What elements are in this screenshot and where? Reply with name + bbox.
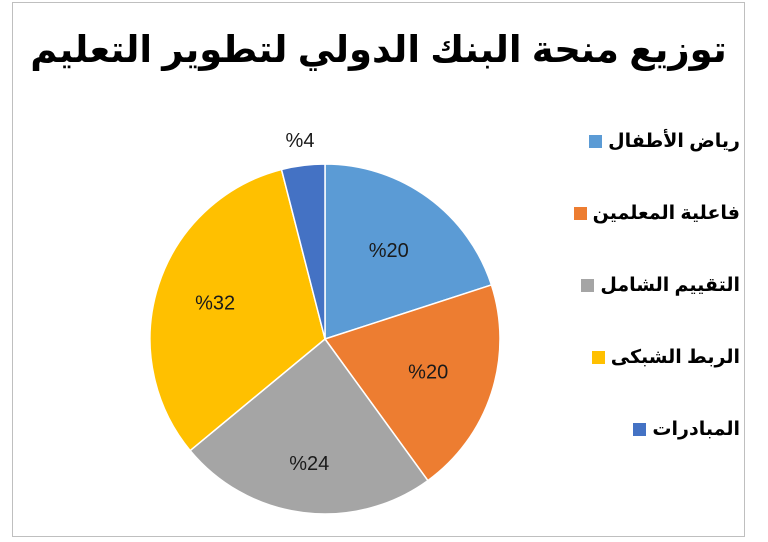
legend-label: رياض الأطفال	[608, 131, 740, 152]
legend-label: المبادرات	[652, 419, 740, 440]
legend-swatch	[573, 207, 587, 220]
pie-slice-4	[149, 168, 326, 452]
legend-label: الربط الشبكى	[610, 347, 740, 368]
legend-label: التقييم الشامل	[600, 275, 740, 296]
pie-slice-2	[323, 283, 501, 482]
legend-item-1: رياض الأطفال	[589, 130, 740, 153]
legend-item-2: فاعلية المعلمين	[573, 202, 740, 225]
legend-label: فاعلية المعلمين	[592, 203, 740, 224]
slice-data-label-2: %20	[408, 362, 448, 384]
legend-swatch	[581, 279, 595, 292]
legend-item-3: التقييم الشامل	[581, 274, 740, 297]
pie-slice-3	[189, 337, 429, 515]
pie-slice-5	[280, 163, 326, 340]
chart-title: توزيع منحة البنك الدولي لتطوير التعليم	[30, 29, 727, 70]
legend-item-5: المبادرات	[633, 418, 740, 441]
pie-slice-1	[324, 163, 493, 341]
slice-data-label-1: %20	[369, 240, 409, 262]
legend-swatch	[591, 351, 605, 364]
slice-data-label-5: %4	[286, 130, 315, 152]
slice-data-label-3: %24	[289, 453, 329, 475]
legend-item-4: الربط الشبكى	[591, 346, 740, 369]
legend-swatch	[589, 135, 603, 148]
slice-data-label-4: %32	[195, 292, 235, 314]
legend-swatch	[633, 423, 647, 436]
